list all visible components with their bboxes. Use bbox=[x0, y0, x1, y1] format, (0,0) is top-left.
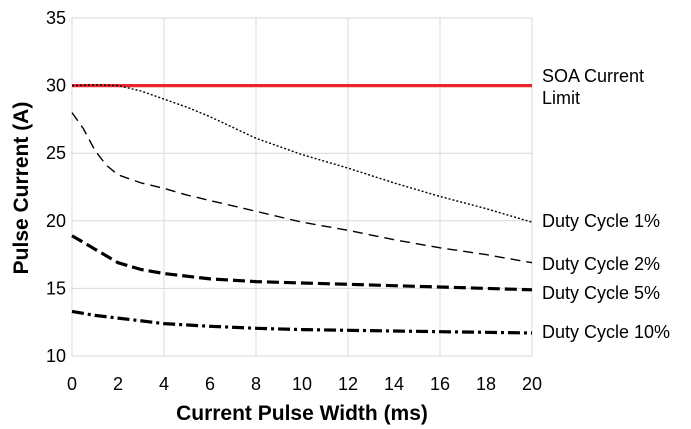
series-layer bbox=[71, 84, 533, 335]
y-tick-label: 25 bbox=[46, 143, 66, 163]
series-label: Duty Cycle 2% bbox=[542, 254, 660, 274]
x-tick-label: 0 bbox=[67, 374, 77, 394]
series-label: Duty Cycle 10% bbox=[542, 322, 670, 342]
y-tick-label: 30 bbox=[46, 76, 66, 96]
y-tick-label: 20 bbox=[46, 211, 66, 231]
x-tick-label: 10 bbox=[292, 374, 312, 394]
grid bbox=[71, 17, 533, 357]
series-label: Duty Cycle 1% bbox=[542, 211, 660, 231]
plot-border bbox=[71, 17, 533, 357]
series-label-line: Duty Cycle 5% bbox=[542, 283, 660, 303]
series-label-line: Limit bbox=[542, 88, 580, 108]
duty-cycle-10-line bbox=[71, 309, 533, 335]
tick-labels: 0 2 4 6 8 10 12 14 16 18 20 10 15 20 25 30 35 bbox=[46, 8, 542, 394]
y-tick-label: 10 bbox=[46, 346, 66, 366]
series-label: Duty Cycle 5% bbox=[542, 283, 660, 303]
series-labels: SOA Current Limit Duty Cycle 1% Duty Cycle … bbox=[542, 66, 670, 342]
y-tick-label: 35 bbox=[46, 8, 66, 28]
x-tick-label: 4 bbox=[159, 374, 169, 394]
duty-cycle-5-line bbox=[71, 234, 533, 292]
x-tick-label: 6 bbox=[205, 374, 215, 394]
x-tick-label: 18 bbox=[476, 374, 496, 394]
duty-cycle-2-line bbox=[71, 112, 533, 264]
series-label-line: Duty Cycle 2% bbox=[542, 254, 660, 274]
x-axis-title: Current Pulse Width (ms) bbox=[176, 402, 428, 425]
x-tick-label: 8 bbox=[251, 374, 261, 394]
series-label-line: SOA Current bbox=[542, 66, 644, 86]
x-tick-label: 12 bbox=[338, 374, 358, 394]
series-label-line: Duty Cycle 10% bbox=[542, 322, 670, 342]
x-tick-label: 20 bbox=[522, 374, 542, 394]
y-tick-label: 15 bbox=[46, 278, 66, 298]
series-label-line: Duty Cycle 1% bbox=[542, 211, 660, 231]
series-label: SOA Current Limit bbox=[542, 66, 644, 108]
x-tick-label: 14 bbox=[384, 374, 404, 394]
x-tick-label: 2 bbox=[113, 374, 123, 394]
y-axis-title: Pulse Current (A) bbox=[10, 102, 33, 275]
x-tick-label: 16 bbox=[430, 374, 450, 394]
duty-cycle-1-line bbox=[71, 84, 533, 223]
